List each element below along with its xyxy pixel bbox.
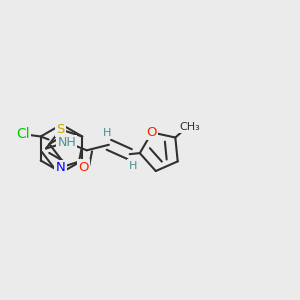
Text: NH: NH <box>57 136 76 149</box>
Text: O: O <box>78 161 88 174</box>
Text: N: N <box>56 161 65 174</box>
Text: Cl: Cl <box>16 127 29 141</box>
Text: S: S <box>56 123 65 136</box>
Text: O: O <box>147 126 157 139</box>
Text: H: H <box>128 160 137 170</box>
Text: CH₃: CH₃ <box>179 122 200 132</box>
Text: H: H <box>103 128 112 138</box>
